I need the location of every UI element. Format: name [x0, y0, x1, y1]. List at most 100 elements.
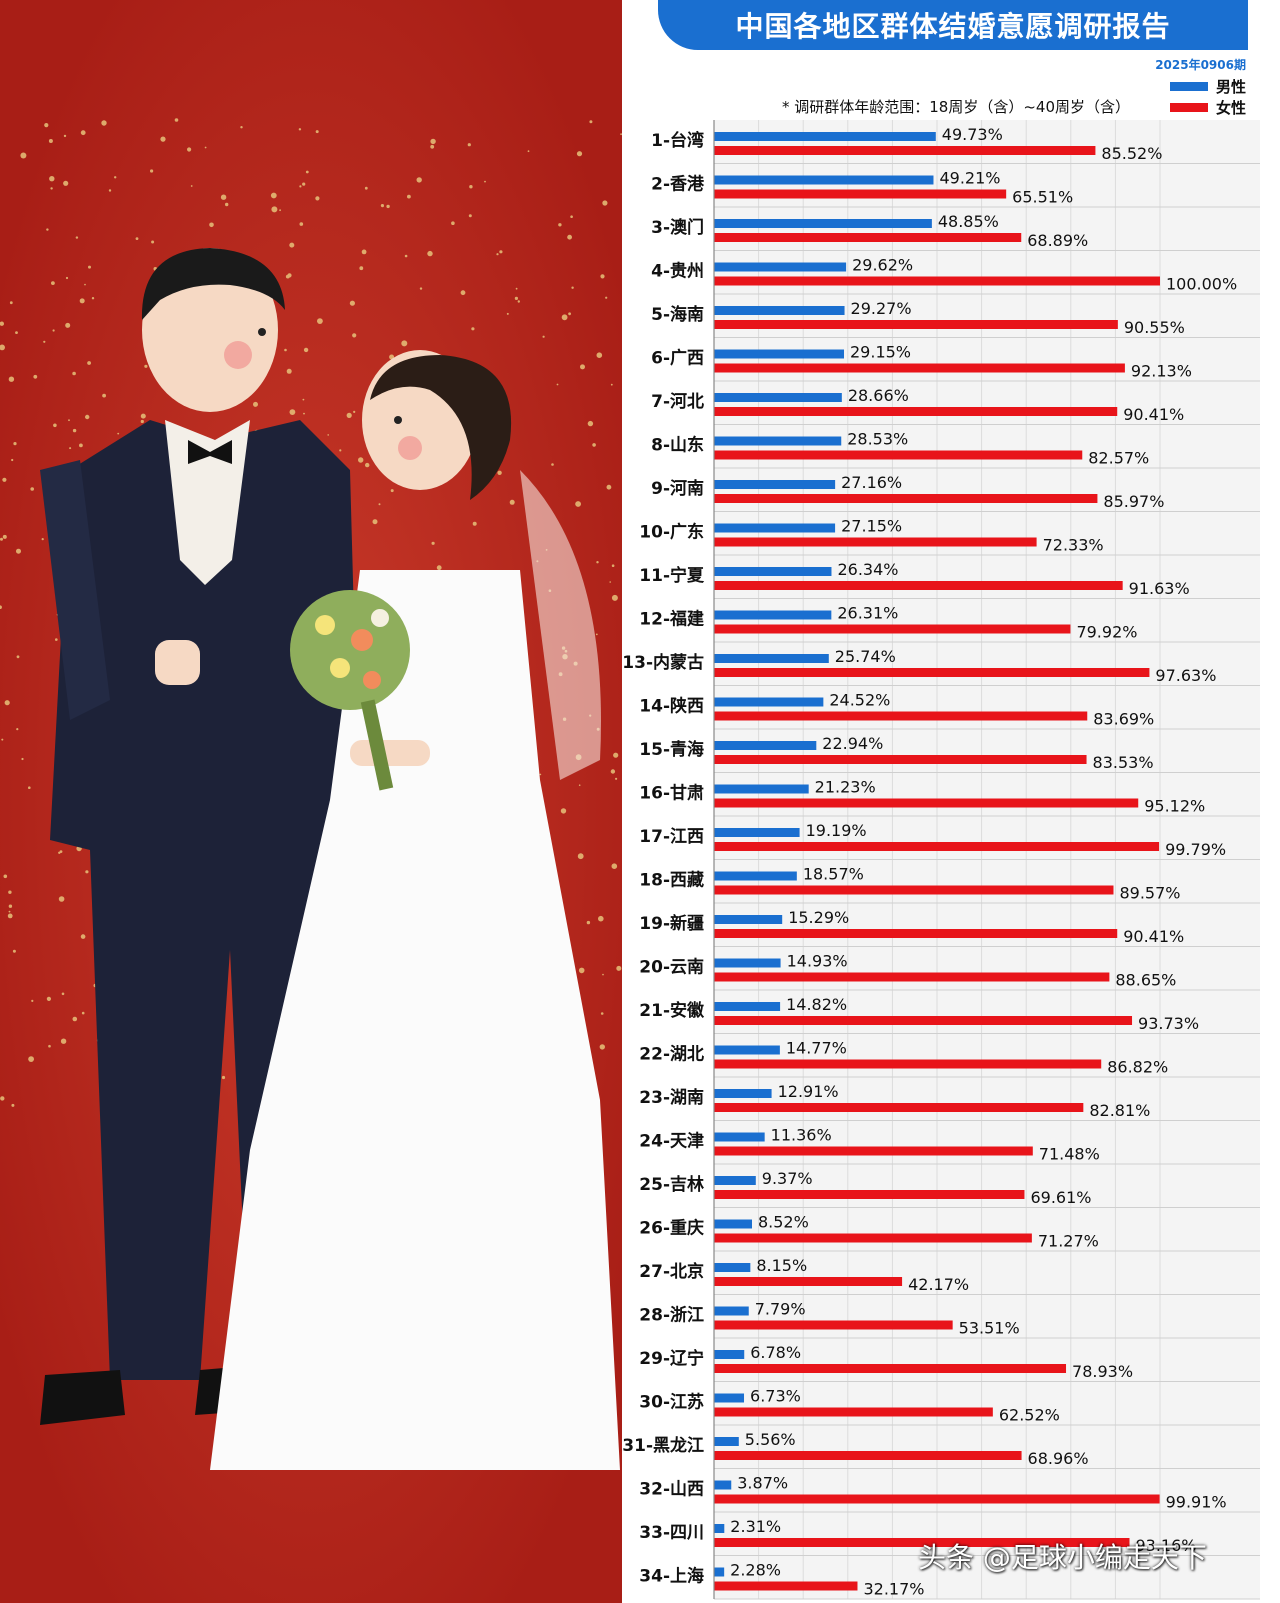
data-label-female: 78.93% — [1072, 1362, 1133, 1381]
category-label: 16-甘肃 — [639, 783, 704, 804]
category-label: 5-海南 — [651, 304, 704, 325]
category-label: 18-西藏 — [639, 871, 704, 891]
bar-female — [714, 1581, 858, 1591]
bar-male — [714, 1176, 756, 1185]
category-label: 3-澳门 — [651, 217, 704, 238]
data-label-male: 21.23% — [815, 778, 876, 797]
bar-female — [714, 1407, 993, 1417]
data-label-female: 85.97% — [1103, 492, 1164, 511]
bar-female — [714, 1059, 1102, 1069]
data-label-male: 25.74% — [835, 647, 896, 666]
bar-female — [714, 929, 1118, 938]
category-label: 27-北京 — [639, 1261, 704, 1282]
bar-female — [714, 1451, 1022, 1460]
data-label-male: 28.53% — [847, 430, 908, 449]
data-label-female: 97.63% — [1155, 666, 1216, 685]
wedding-couple-picture — [0, 0, 622, 1603]
data-label-male: 29.27% — [851, 299, 912, 318]
bar-female — [714, 668, 1150, 677]
data-label-female: 86.82% — [1107, 1058, 1168, 1077]
data-label-female: 42.17% — [908, 1275, 969, 1294]
data-label-female: 68.89% — [1027, 231, 1088, 250]
bar-female — [714, 1233, 1032, 1243]
bar-female — [714, 1146, 1033, 1156]
category-label: 26-重庆 — [639, 1218, 704, 1239]
data-label-male: 15.29% — [788, 908, 849, 927]
bar-male — [714, 915, 783, 924]
legend-label-female: 女性 — [1215, 99, 1246, 117]
data-label-female: 90.55% — [1124, 318, 1185, 337]
bar-male — [714, 306, 845, 315]
data-label-female: 83.53% — [1093, 753, 1154, 772]
data-label-female: 93.16% — [1135, 1536, 1196, 1555]
bar-male — [714, 1524, 725, 1533]
watermark: 头条 @足球小编走天下 — [918, 1541, 1207, 1574]
category-label: 23-湖南 — [639, 1087, 704, 1108]
bar-male — [714, 1089, 772, 1098]
category-label: 19-新疆 — [639, 913, 704, 934]
category-label: 25-吉林 — [639, 1174, 704, 1195]
bar-male — [714, 1480, 732, 1490]
data-label-female: 82.57% — [1088, 449, 1149, 468]
data-label-female: 92.13% — [1131, 362, 1192, 381]
data-label-male: 14.93% — [787, 952, 848, 971]
data-label-male: 9.37% — [762, 1169, 813, 1188]
category-label: 14-陕西 — [639, 696, 704, 717]
bar-female — [714, 798, 1139, 808]
category-label: 10-广东 — [639, 522, 704, 543]
bar-female — [714, 146, 1096, 155]
data-label-male: 7.79% — [755, 1300, 806, 1319]
data-label-male: 14.82% — [786, 995, 847, 1014]
category-label: 21-安徽 — [639, 1000, 705, 1021]
data-label-female: 88.65% — [1115, 971, 1176, 990]
bar-female — [714, 407, 1118, 416]
data-label-male: 29.62% — [852, 256, 913, 275]
bar-male — [714, 654, 829, 663]
bar-female — [714, 1320, 953, 1330]
legend-swatch-male — [1169, 82, 1208, 91]
bar-male — [714, 219, 932, 228]
bar-female — [714, 624, 1071, 634]
data-label-female: 72.33% — [1043, 536, 1104, 555]
bar-male — [714, 784, 809, 794]
category-label: 1-台湾 — [651, 130, 704, 151]
data-label-female: 32.17% — [863, 1580, 924, 1599]
data-label-male: 49.21% — [939, 169, 1000, 188]
data-label-male: 2.31% — [730, 1517, 781, 1536]
data-label-female: 91.63% — [1129, 579, 1190, 598]
category-label: 11-宁夏 — [639, 565, 705, 586]
bar-female — [714, 363, 1125, 373]
bar-female — [714, 1277, 903, 1286]
data-label-female: 62.52% — [999, 1406, 1060, 1425]
data-label-female: 82.81% — [1089, 1101, 1150, 1120]
category-label: 20-云南 — [639, 957, 704, 978]
bar-female — [714, 711, 1088, 721]
category-label: 12-福建 — [639, 609, 704, 630]
issue-label: 2025年0906期 — [1155, 58, 1246, 72]
bar-female — [714, 885, 1114, 895]
bar-female — [714, 189, 1007, 199]
data-label-male: 8.52% — [758, 1213, 809, 1232]
bar-male — [714, 697, 824, 707]
bar-male — [714, 393, 842, 402]
data-label-male: 18.57% — [803, 865, 864, 884]
data-label-male: 14.77% — [786, 1039, 847, 1058]
data-label-male: 26.34% — [837, 560, 898, 579]
data-label-female: 68.96% — [1028, 1449, 1089, 1468]
bar-male — [714, 1263, 751, 1272]
data-label-male: 5.56% — [745, 1430, 796, 1449]
data-label-female: 83.69% — [1093, 710, 1154, 729]
data-label-male: 22.94% — [822, 734, 883, 753]
bar-female — [714, 1538, 1130, 1547]
data-label-female: 85.52% — [1101, 144, 1162, 163]
data-label-female: 53.51% — [959, 1319, 1020, 1338]
category-label: 34-上海 — [639, 1566, 704, 1587]
bar-male — [714, 1437, 739, 1446]
category-label: 15-青海 — [639, 739, 704, 760]
data-label-male: 12.91% — [778, 1082, 839, 1101]
bar-male — [714, 523, 836, 533]
data-label-male: 49.73% — [942, 125, 1003, 144]
bar-female — [714, 276, 1160, 286]
chart-legend: 男性 女性 — [1169, 76, 1246, 118]
bar-male — [714, 1393, 745, 1403]
